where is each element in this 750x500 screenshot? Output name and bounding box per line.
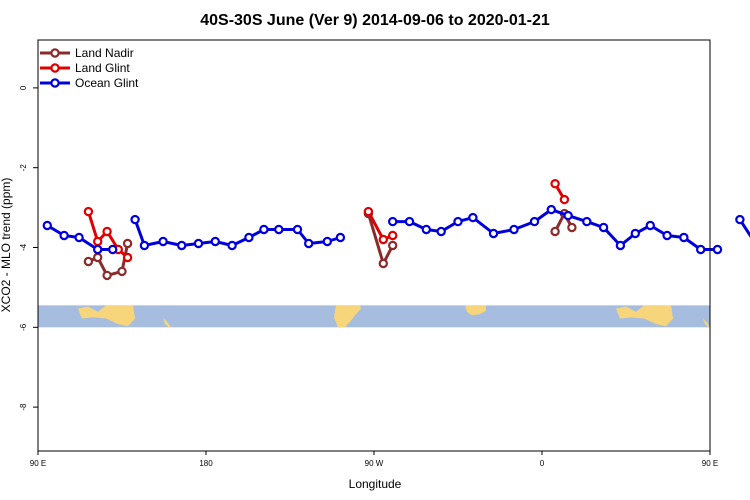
data-point-land-glint-1-5 [122, 252, 133, 263]
data-point-land-glint-1-1 [83, 206, 94, 217]
data-point-ocean-glint-2-8 [244, 232, 254, 243]
data-point-ocean-glint-2-6 [210, 236, 220, 247]
x-axis-label: Longitude [349, 477, 402, 491]
data-point-land-glint-3-2 [559, 194, 570, 205]
data-point-ocean-glint-3-2 [404, 216, 415, 227]
data-point-land-nadir-1-5 [122, 238, 133, 249]
data-point-ocean-glint-3-19 [696, 244, 706, 255]
new-zealand-shape-2 [703, 318, 711, 329]
data-point-ocean-glint-3-9 [529, 216, 540, 227]
legend-swatch-marker-land-nadir [50, 48, 60, 58]
series-layer [42, 178, 750, 281]
data-point-land-glint-2-3 [388, 230, 398, 241]
y-axis: 0 -2 -4 -6 -8 [19, 85, 38, 411]
data-point-ocean-glint-3-5 [453, 216, 463, 227]
south-america-shape [334, 305, 361, 328]
australia-shape-1 [78, 305, 135, 327]
data-point-ocean-glint-2-13 [322, 236, 332, 247]
data-point-land-glint-1-3 [102, 226, 112, 237]
map-ocean [38, 305, 710, 328]
africa-shape [465, 305, 486, 316]
data-point-ocean-glint-2-11 [292, 224, 303, 235]
data-point-ocean-glint-2-10 [274, 224, 284, 235]
data-point-ocean-glint-3-3 [421, 224, 431, 235]
data-point-land-glint-2-2 [378, 234, 388, 245]
world-map-band [38, 305, 711, 329]
data-point-ocean-glint-1-2 [59, 230, 69, 241]
x-tick-label-3: 0 [540, 459, 545, 468]
data-point-ocean-glint-3-18 [679, 232, 689, 243]
legend-swatch-marker-land-glint [50, 63, 60, 73]
x-tick-label-4: 90 E [702, 459, 718, 468]
series-ocean-glint [42, 204, 750, 255]
data-point-ocean-glint-1-3 [74, 232, 84, 243]
data-point-ocean-glint-4-1 [735, 214, 745, 225]
data-point-ocean-glint-2-9 [259, 224, 269, 235]
data-point-ocean-glint-2-12 [304, 238, 314, 249]
data-point-ocean-glint-1-1 [42, 220, 53, 231]
data-point-land-glint-3-1 [550, 178, 560, 189]
data-point-ocean-glint-2-3 [158, 236, 168, 247]
data-point-land-nadir-1-3 [102, 270, 112, 281]
data-point-ocean-glint-3-11 [563, 210, 573, 221]
data-point-land-nadir-1-4 [117, 266, 127, 277]
series-land-glint [83, 178, 570, 263]
data-point-ocean-glint-1-4 [92, 244, 103, 255]
data-point-ocean-glint-3-13 [598, 222, 609, 233]
data-point-ocean-glint-3-10 [546, 204, 557, 215]
new-zealand-shape-1 [163, 317, 171, 328]
data-point-ocean-glint-3-14 [615, 240, 626, 251]
data-point-ocean-glint-1-5 [107, 244, 118, 255]
data-point-ocean-glint-3-1 [388, 216, 398, 227]
data-point-land-nadir-2-3 [388, 240, 398, 251]
data-point-ocean-glint-3-7 [488, 228, 499, 239]
data-point-ocean-glint-3-12 [582, 216, 592, 227]
y-tick-label-1: -2 [19, 164, 28, 172]
data-point-land-nadir-1-2 [92, 252, 103, 263]
chart-title: 40S-30S June (Ver 9) 2014-09-06 to 2020-… [200, 12, 550, 29]
legend-label-ocean-glint: Ocean Glint [75, 76, 139, 90]
data-point-land-glint-2-1 [363, 206, 374, 217]
data-point-land-nadir-1-1 [83, 256, 94, 267]
legend-label-land-nadir: Land Nadir [75, 46, 134, 60]
data-point-ocean-glint-3-16 [645, 220, 656, 231]
australia-shape-2 [616, 305, 673, 327]
data-point-ocean-glint-3-4 [436, 226, 446, 237]
x-tick-label-2: 90 W [365, 459, 384, 468]
data-point-ocean-glint-3-20 [712, 244, 723, 255]
y-tick-label-0: 0 [19, 85, 28, 90]
legend-label-land-glint: Land Glint [75, 61, 130, 75]
series-line-ocean-glint-4 [738, 218, 750, 238]
data-point-ocean-glint-2-4 [176, 240, 187, 251]
x-tick-label-0: 90 E [30, 459, 46, 468]
y-axis-label: XCO2 - MLO trend (ppm) [0, 178, 13, 313]
data-point-ocean-glint-3-15 [630, 228, 641, 239]
y-tick-label-4: -8 [19, 403, 28, 411]
data-point-ocean-glint-2-14 [335, 232, 346, 243]
data-point-land-nadir-2-2 [378, 258, 388, 269]
plot-frame [37, 39, 711, 452]
data-point-ocean-glint-2-1 [130, 214, 140, 225]
x-axis: 90 E 180 90 W 0 90 E [30, 451, 718, 468]
y-tick-label-3: -6 [19, 323, 28, 331]
y-tick-label-2: -4 [19, 243, 28, 251]
data-point-ocean-glint-3-8 [509, 224, 519, 235]
map-land [78, 305, 711, 329]
data-point-land-glint-1-2 [92, 236, 103, 247]
data-point-ocean-glint-3-6 [468, 212, 478, 223]
data-point-ocean-glint-2-7 [227, 240, 237, 251]
data-point-land-nadir-3-3 [567, 222, 577, 233]
data-point-ocean-glint-2-2 [139, 240, 150, 251]
data-point-land-nadir-3-1 [550, 226, 560, 237]
legend-swatch-marker-ocean-glint [50, 78, 60, 88]
data-point-ocean-glint-2-5 [193, 238, 204, 249]
x-tick-label-1: 180 [199, 459, 213, 468]
data-point-ocean-glint-3-17 [662, 230, 672, 241]
